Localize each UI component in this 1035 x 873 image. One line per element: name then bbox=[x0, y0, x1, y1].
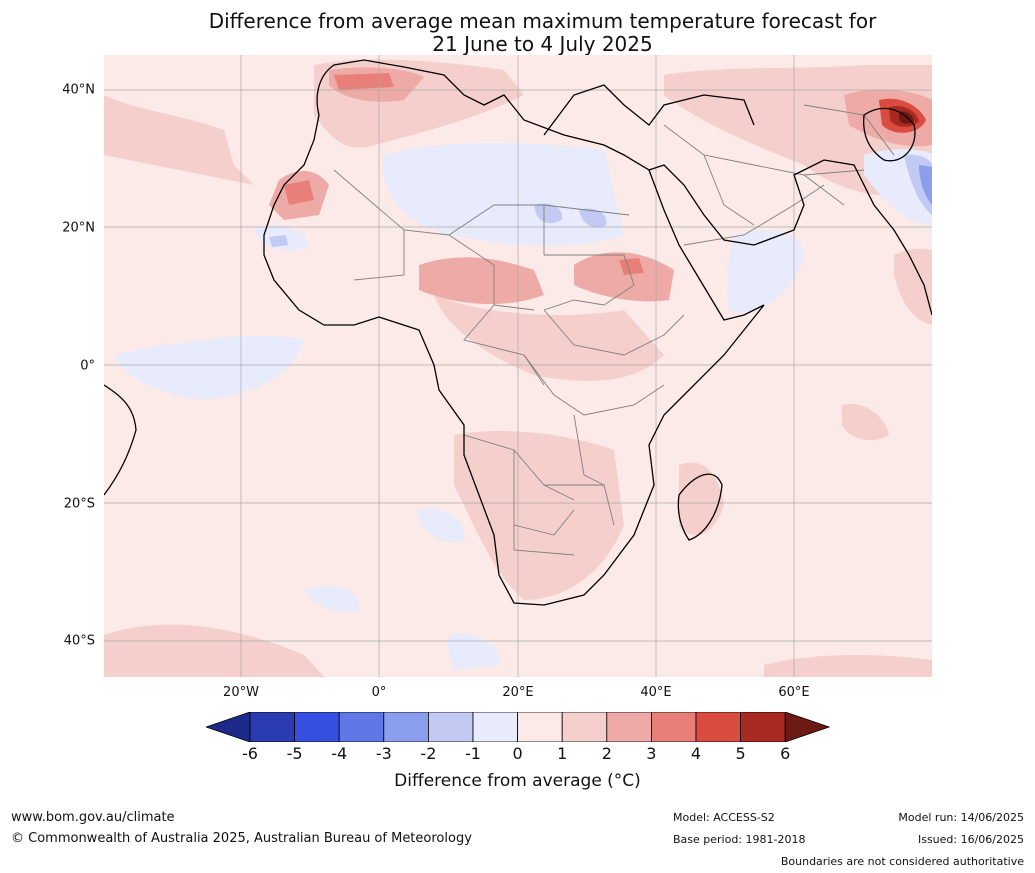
colorbar-bin bbox=[606, 711, 652, 743]
colorbar-bin bbox=[561, 711, 608, 743]
colorbar-bin bbox=[695, 711, 741, 743]
colorbar-bin bbox=[249, 711, 295, 743]
graticule bbox=[104, 55, 932, 677]
colorbar-svg bbox=[204, 711, 831, 743]
colorbar-tick-label: -2 bbox=[420, 744, 437, 763]
lat-label-equator: 0° bbox=[80, 358, 95, 374]
title-line-1: Difference from average mean maximum tem… bbox=[208, 9, 877, 33]
colorbar-extend-high bbox=[784, 711, 831, 743]
lon-label-20w: 20°W bbox=[223, 685, 259, 700]
lon-label-40e: 40°E bbox=[640, 685, 672, 700]
colorbar-tick-label: -4 bbox=[331, 744, 348, 763]
lat-label-40n: 40°N bbox=[62, 82, 95, 98]
footer-base-period: Base period: 1981-2018 bbox=[673, 833, 806, 846]
colorbar-tick-label: 3 bbox=[646, 744, 657, 763]
lon-label-60e: 60°E bbox=[778, 685, 810, 700]
colorbar-tick-label: 0 bbox=[512, 744, 523, 763]
colorbar-bin bbox=[472, 711, 518, 743]
colorbar bbox=[204, 711, 831, 746]
colorbar-bin bbox=[383, 711, 429, 743]
colorbar-extend-low bbox=[204, 711, 251, 743]
footer-website: www.bom.gov.au/climate bbox=[11, 810, 175, 825]
footer-copyright: © Commonwealth of Australia 2025, Austra… bbox=[11, 831, 472, 846]
colorbar-title: Difference from average (°C) bbox=[394, 771, 641, 791]
lat-label-40s: 40°S bbox=[63, 633, 95, 649]
colorbar-bin bbox=[650, 711, 697, 743]
footer-model: Model: ACCESS-S2 bbox=[673, 811, 775, 824]
colorbar-bin bbox=[338, 711, 385, 743]
colorbar-tick-label: -3 bbox=[375, 744, 392, 763]
forecast-map bbox=[104, 55, 932, 677]
footer-model-run: Model run: 14/06/2025 bbox=[898, 811, 1024, 824]
map-title: Difference from average mean maximum tem… bbox=[0, 10, 1035, 56]
colorbar-tick-label: -5 bbox=[286, 744, 303, 763]
country-borders bbox=[333, 104, 895, 556]
colorbar-tick-label: -6 bbox=[242, 744, 258, 763]
coastlines bbox=[104, 59, 932, 606]
colorbar-tick-label: 4 bbox=[690, 744, 702, 763]
colorbar-bin bbox=[294, 711, 340, 743]
lat-label-20s: 20°S bbox=[63, 496, 95, 512]
lon-label-0: 0° bbox=[371, 685, 387, 700]
lon-label-20e: 20°E bbox=[502, 685, 534, 700]
colorbar-tick-label: 2 bbox=[601, 744, 612, 763]
title-line-2: 21 June to 4 July 2025 bbox=[432, 32, 653, 56]
colorbar-tick-label: 5 bbox=[735, 744, 746, 763]
colorbar-bin bbox=[740, 711, 786, 743]
colorbar-bin bbox=[517, 711, 563, 743]
colorbar-bin bbox=[427, 711, 474, 743]
lat-label-20n: 20°N bbox=[62, 220, 95, 236]
footer-disclaimer: Boundaries are not considered authoritat… bbox=[780, 855, 1024, 868]
colorbar-tick-label: 1 bbox=[557, 744, 568, 763]
footer-issued: Issued: 16/06/2025 bbox=[917, 833, 1024, 846]
colorbar-tick-label: -1 bbox=[465, 744, 481, 763]
map-svg bbox=[104, 55, 932, 677]
colorbar-tick-label: 6 bbox=[780, 744, 791, 763]
cool-anomaly-areas bbox=[114, 143, 932, 670]
